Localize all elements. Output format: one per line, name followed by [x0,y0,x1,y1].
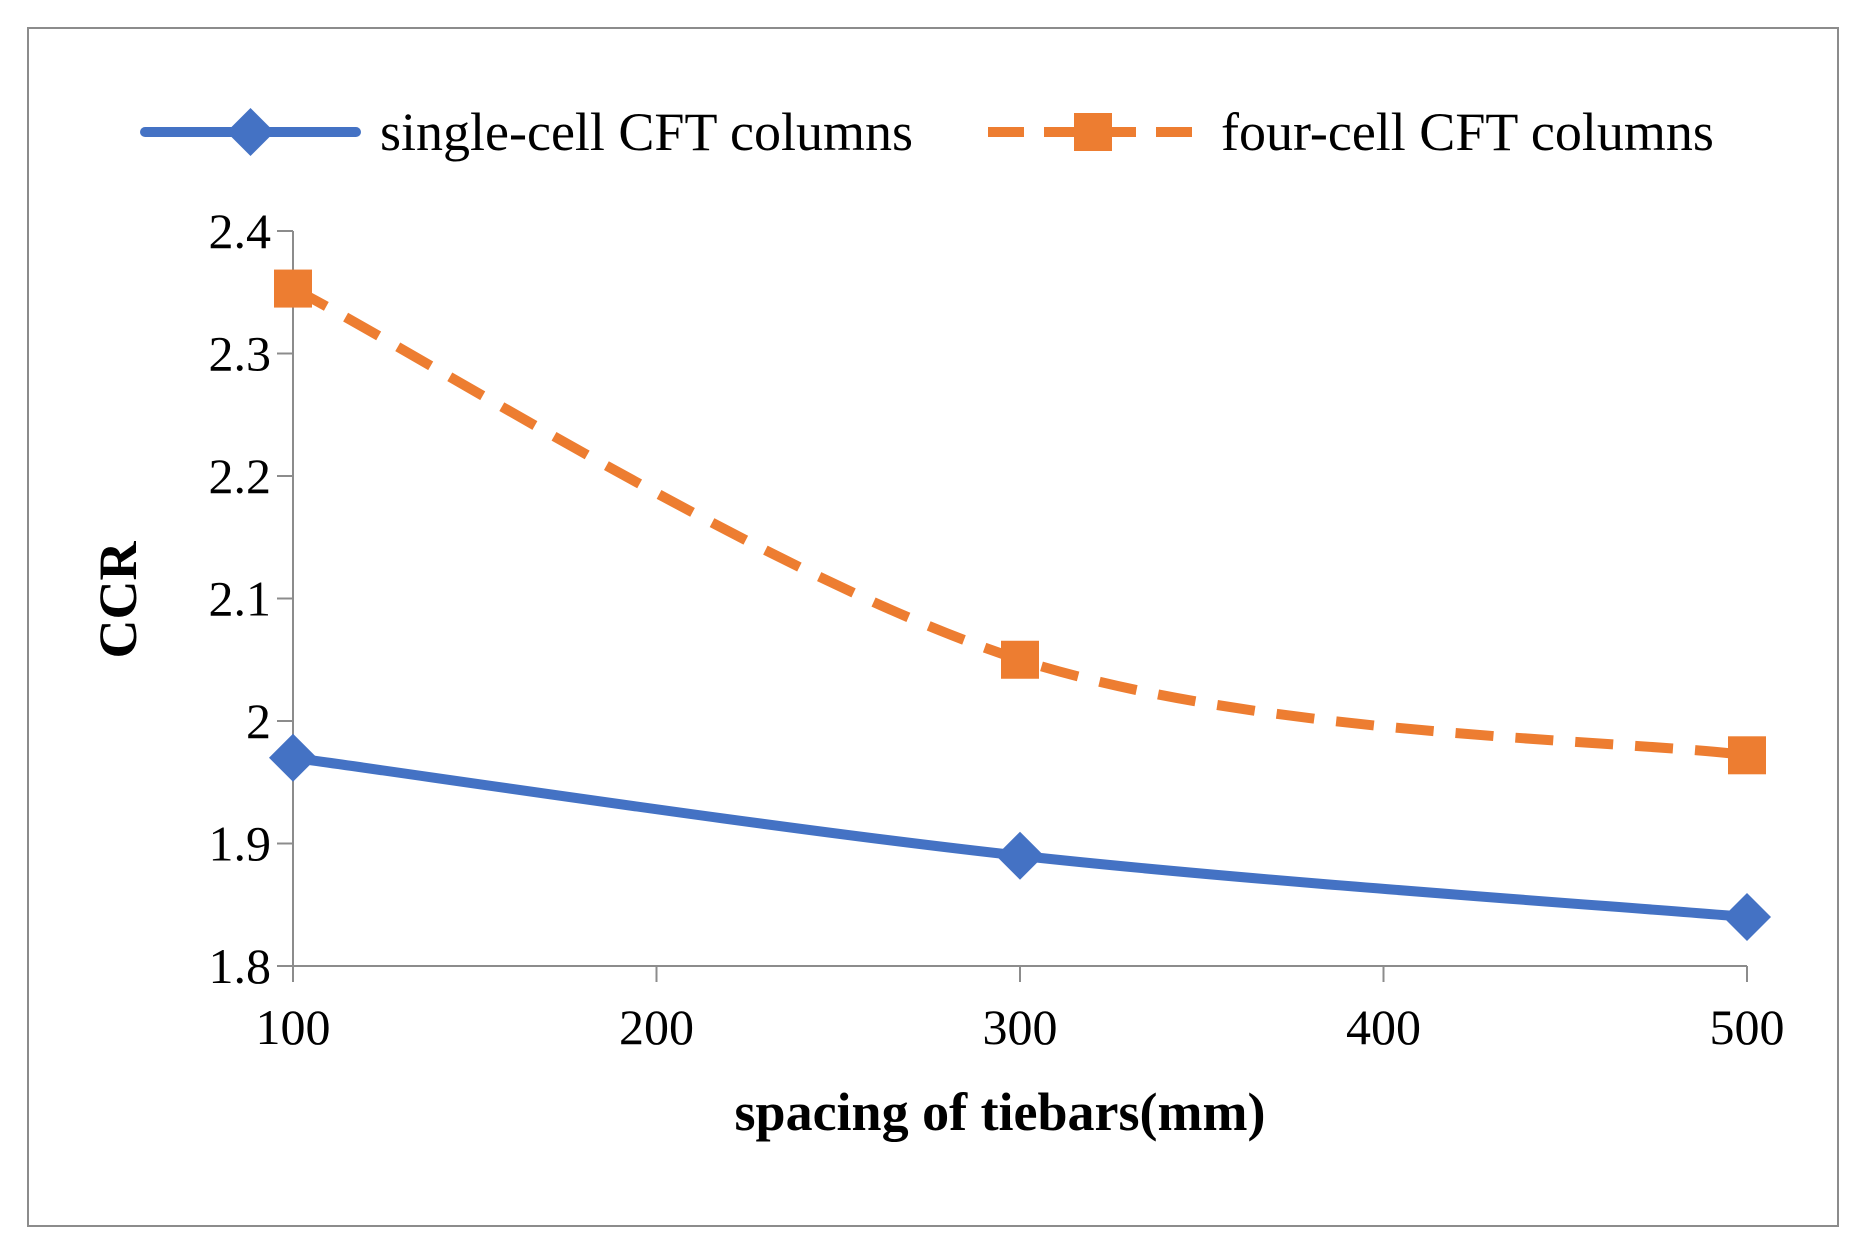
series-single-cell [269,733,1771,941]
x-tick-label: 400 [1346,999,1421,1055]
x-tick-label: 300 [983,999,1058,1055]
y-tick-label: 2.4 [209,203,272,259]
x-tick-label: 500 [1710,999,1785,1055]
legend-marker [226,108,275,156]
x-ticks: 100 200 300 400 500 [256,966,1785,1055]
y-ticks: 1.8 1.9 2 2.1 2.2 2.3 2.4 [209,203,293,994]
data-point [1001,640,1039,679]
y-axis-title: CCR [88,541,148,659]
y-tick-label: 1.9 [209,816,272,872]
series-layer [269,269,1771,941]
legend-item: four-cell CFT columns [988,102,1714,162]
y-tick-label: 2.3 [209,326,272,382]
y-tick-label: 2 [246,693,271,749]
legend-item: single-cell CFT columns [140,102,913,162]
x-axis-title: spacing of tiebars(mm) [735,1082,1266,1142]
legend-label: four-cell CFT columns [1221,102,1714,162]
data-point [269,733,317,782]
legend-marker [1074,113,1112,151]
legend-label: single-cell CFT columns [380,102,913,162]
legend: single-cell CFT columns four-cell CFT col… [140,102,1714,162]
data-point [1723,893,1771,941]
series-line [290,284,1748,761]
y-tick-label: 2.1 [209,571,272,627]
data-point [1728,736,1766,775]
series-four-cell [274,269,1766,775]
y-tick-label: 2.2 [209,448,272,504]
y-tick-label: 1.8 [209,938,272,994]
data-point [274,269,312,308]
data-point [996,831,1044,880]
x-tick-label: 200 [619,999,694,1055]
x-tick-label: 100 [256,999,331,1055]
